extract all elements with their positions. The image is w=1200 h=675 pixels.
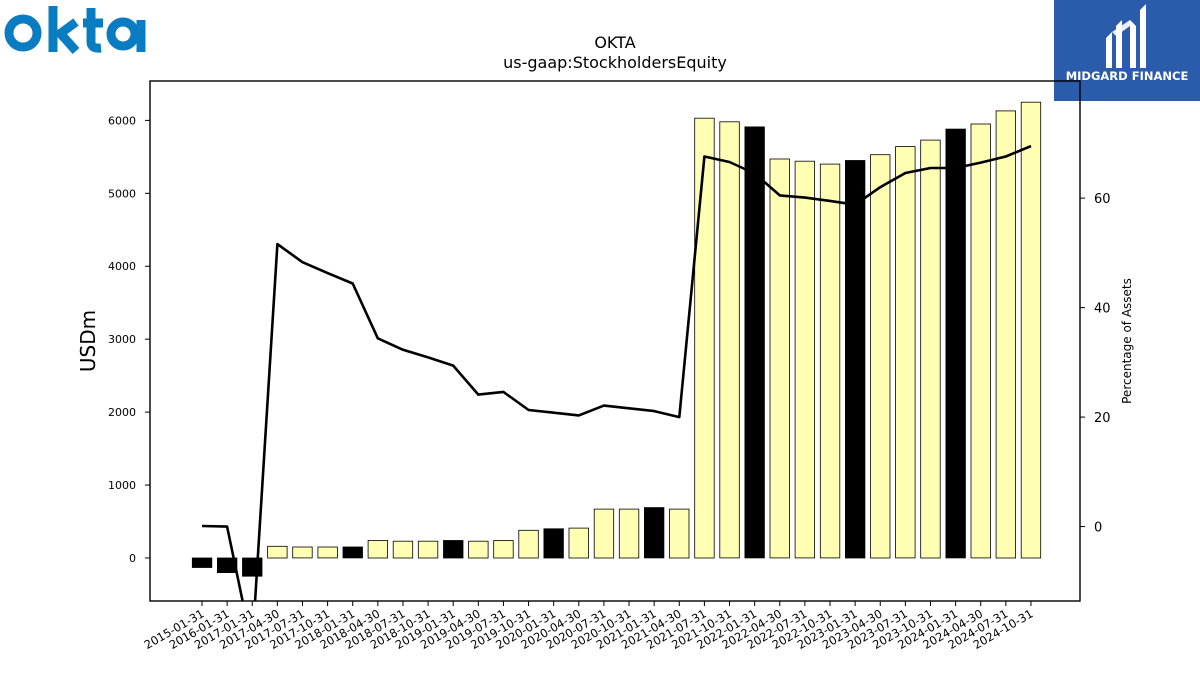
bar-2023-07-31 — [895, 146, 916, 559]
bar-2022-01-31 — [744, 126, 765, 559]
y-tick-label-3000: 3000 — [108, 333, 136, 346]
chart-title: OKTA — [594, 33, 635, 52]
bar-2018-10-31 — [417, 540, 439, 559]
partner-name: MIDGARD FINANCE — [1065, 69, 1189, 83]
bar-2019-04-30 — [468, 540, 489, 559]
bar-2016-01-31 — [216, 557, 238, 574]
midgard-emblem-icon — [1106, 4, 1146, 68]
okta-logo — [4, 6, 146, 54]
bar-2024-01-31 — [945, 128, 966, 559]
bar-2018-04-30 — [367, 540, 389, 559]
bar-2019-07-31 — [493, 540, 514, 559]
bar-2024-07-31 — [995, 110, 1016, 559]
y-tick-label-6000: 6000 — [108, 114, 136, 127]
bar-series — [191, 101, 1042, 577]
bar-2017-01-31 — [242, 557, 263, 577]
bar-2015-01-31 — [191, 557, 213, 568]
y-tick-label-5000: 5000 — [108, 187, 136, 200]
bar-2017-04-30 — [267, 545, 288, 559]
bar-2023-04-30 — [870, 154, 891, 559]
bar-2024-04-30 — [970, 123, 991, 559]
bar-2020-10-31 — [618, 508, 640, 559]
bar-2022-10-31 — [819, 163, 841, 559]
bar-2019-10-31 — [518, 529, 539, 559]
right-axis-ticks: 0 20 40 60 — [1080, 192, 1111, 536]
bar-2021-01-31 — [644, 507, 665, 559]
bar-2022-04-30 — [769, 158, 790, 559]
y-tick-label-4000: 4000 — [108, 260, 136, 273]
bar-2023-10-31 — [920, 139, 941, 559]
y-axis-label: USDm — [76, 310, 100, 372]
x-axis-ticks: 2015-01-312016-01-312017-01-312017-04-30… — [142, 601, 1035, 652]
bar-2024-10-31 — [1020, 101, 1042, 559]
bar-2020-01-31 — [543, 528, 564, 559]
y2-tick-label-60: 60 — [1094, 192, 1111, 207]
bar-2017-10-31 — [317, 546, 338, 559]
bar-2018-01-31 — [342, 546, 363, 559]
bar-2022-07-31 — [794, 160, 815, 559]
line-series — [201, 144, 1032, 601]
y2-tick-label-40: 40 — [1094, 302, 1111, 317]
bar-2020-07-31 — [593, 508, 615, 559]
y2-tick-label-0: 0 — [1094, 521, 1102, 536]
bar-2021-04-30 — [669, 508, 690, 559]
bar-2021-07-31 — [694, 117, 715, 559]
y2-tick-label-20: 20 — [1094, 411, 1111, 426]
y-tick-label-2000: 2000 — [108, 406, 136, 419]
bar-2019-01-31 — [443, 540, 464, 559]
chart-subtitle: us-gaap:StockholdersEquity — [503, 53, 727, 72]
y-tick-label-1000: 1000 — [108, 479, 136, 492]
bar-2020-04-30 — [568, 527, 589, 559]
percent-of-assets-line — [201, 144, 1032, 601]
bar-2023-01-31 — [845, 160, 866, 559]
bar-2017-07-31 — [292, 546, 313, 559]
left-axis-ticks: 0 1000 2000 3000 4000 5000 6000 — [108, 114, 150, 565]
bar-2018-07-31 — [392, 540, 414, 559]
y2-axis-label: Percentage of Assets — [1120, 278, 1134, 404]
plot-frame — [149, 80, 1081, 602]
y-tick-label-0: 0 — [129, 552, 136, 565]
bar-2021-10-31 — [719, 121, 740, 559]
midgard-finance-logo: MIDGARD FINANCE — [1054, 0, 1200, 101]
